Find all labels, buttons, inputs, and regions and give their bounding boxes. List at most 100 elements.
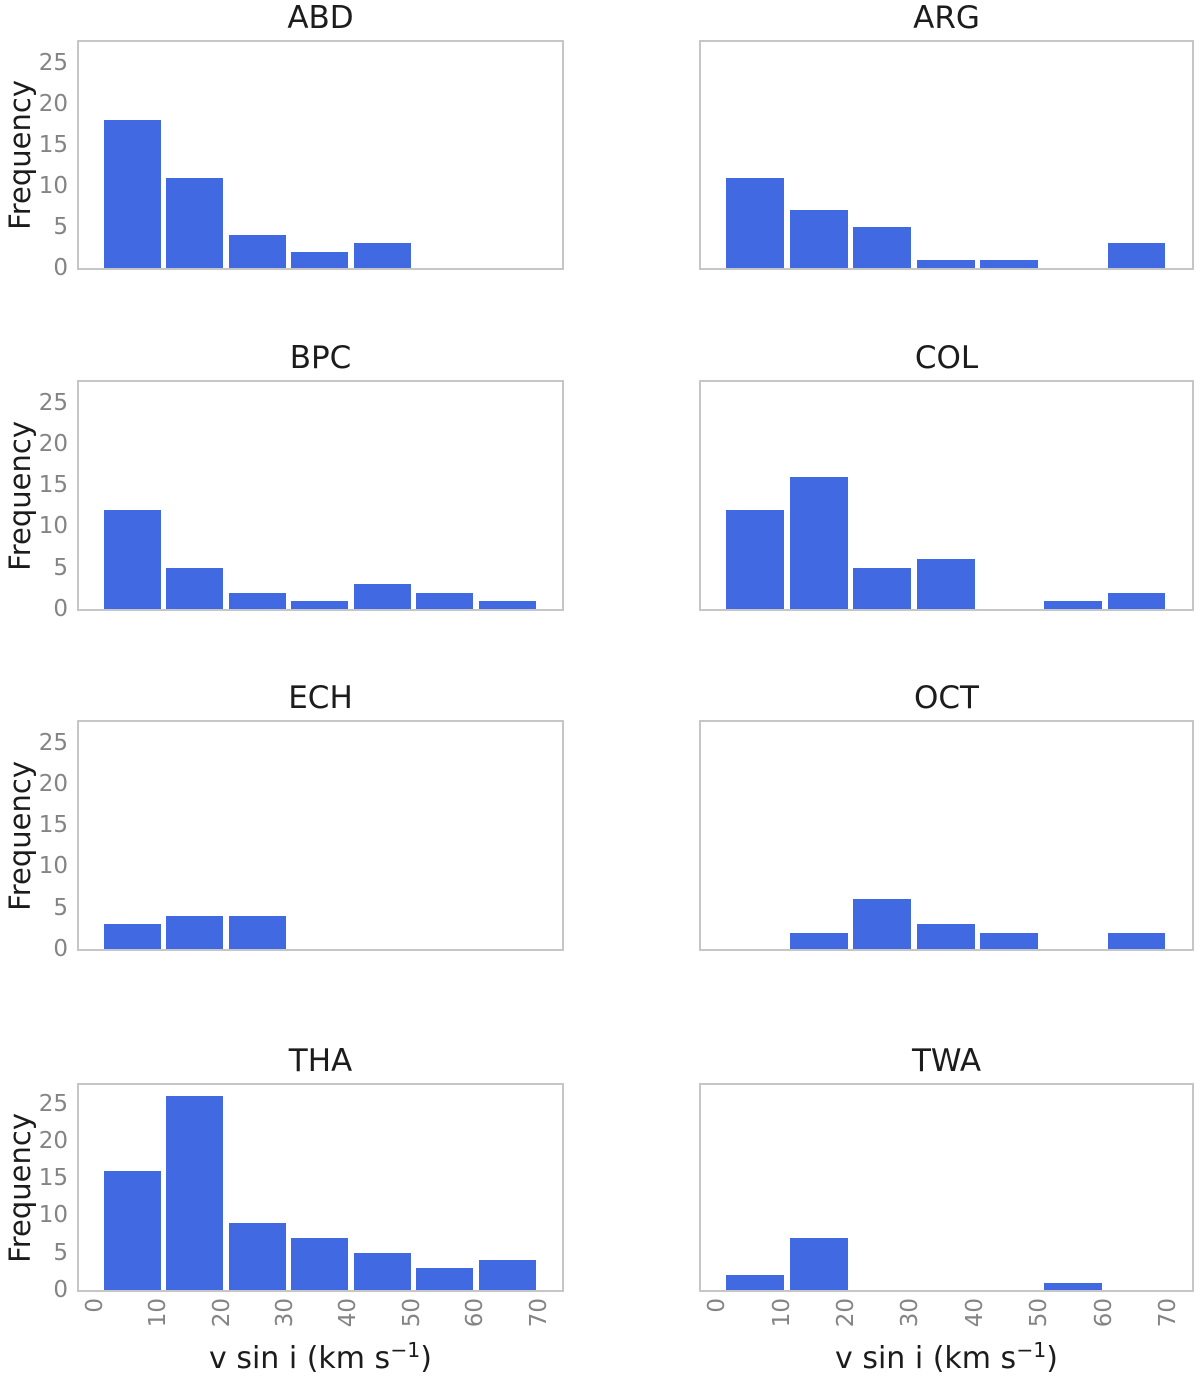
y-tick-label-ech-25: 25 [38, 729, 68, 756]
y-tick-label-ech-5: 5 [53, 894, 68, 921]
y-tick-label-abd-10: 10 [38, 172, 68, 199]
y-axis-label-box-tha: Frequency [2, 1085, 38, 1290]
x-axis-label-end-twa: ) [1046, 1341, 1058, 1376]
x-tick-text-twa-20: 20 [832, 1298, 859, 1328]
x-tick-label-tha-10: 10 [145, 1298, 171, 1331]
y-tick-label-tha-5: 5 [53, 1239, 68, 1266]
panel-title-bpc: BPC [289, 340, 352, 376]
y-tick-label-tha-10: 10 [38, 1202, 68, 1229]
histogram-bar-tha-60-70 [478, 1260, 536, 1290]
histogram-bar-bpc-0-10 [103, 509, 161, 609]
x-axis-label-tha: v sin i (km s−1) [79, 1337, 562, 1378]
panel-title-abd: ABD [287, 0, 354, 36]
histogram-bar-col-60-70 [1107, 592, 1166, 609]
x-tick-label-tha-70: 70 [526, 1298, 552, 1331]
panel-title-col: COL [914, 340, 979, 376]
y-tick-label-bpc-15: 15 [38, 472, 68, 499]
x-axis-label-sup-tha: −1 [390, 1337, 421, 1362]
y-tick-label-ech-15: 15 [38, 812, 68, 839]
x-tick-label-twa-60: 60 [1091, 1298, 1117, 1331]
x-axis-label-twa: v sin i (km s−1) [701, 1338, 1192, 1378]
histogram-bar-col-20-30 [853, 567, 912, 609]
x-axis-label-main-tha: v sin i (km s [209, 1341, 391, 1376]
y-axis-label-box-ech: Frequency [2, 722, 38, 949]
histogram-bar-oct-10-20 [789, 932, 848, 949]
panel-title-tha: THA [288, 1043, 353, 1079]
histogram-bar-col-50-60 [1043, 600, 1102, 609]
y-tick-label-abd-15: 15 [38, 131, 68, 158]
y-tick-label-tha-15: 15 [38, 1165, 68, 1192]
histogram-bar-twa-10-20 [789, 1237, 848, 1290]
histogram-bar-twa-0-10 [726, 1275, 785, 1290]
y-axis-label-ech: Frequency [3, 760, 37, 911]
x-tick-label-tha-40: 40 [335, 1298, 361, 1331]
x-tick-label-tha-60: 60 [462, 1298, 488, 1331]
histogram-bar-twa-50-60 [1043, 1282, 1102, 1290]
x-tick-text-twa-50: 50 [1026, 1298, 1053, 1328]
histogram-bar-col-10-20 [789, 476, 848, 609]
histogram-bar-abd-0-10 [103, 120, 161, 268]
y-axis-label-bpc: Frequency [3, 420, 37, 571]
y-tick-label-ech-10: 10 [38, 853, 68, 880]
x-tick-text-tha-10: 10 [145, 1298, 172, 1328]
x-tick-label-twa-50: 50 [1026, 1298, 1052, 1331]
panel-title-oct: OCT [914, 680, 979, 716]
x-tick-label-tha-50: 50 [399, 1298, 425, 1331]
histogram-bar-arg-40-50 [980, 259, 1039, 268]
histogram-bar-bpc-10-20 [166, 567, 224, 609]
histogram-bar-abd-30-40 [291, 251, 349, 268]
y-tick-label-bpc-20: 20 [38, 430, 68, 457]
histogram-bar-tha-0-10 [103, 1170, 161, 1290]
histogram-bar-col-30-40 [916, 559, 975, 609]
y-tick-label-tha-25: 25 [38, 1090, 68, 1117]
y-tick-label-tha-0: 0 [53, 1277, 68, 1303]
histogram-bar-abd-40-50 [353, 243, 411, 268]
x-tick-label-twa-20: 20 [833, 1298, 859, 1331]
x-tick-label-tha-20: 20 [209, 1298, 235, 1331]
histogram-bar-tha-40-50 [353, 1252, 411, 1290]
histogram-bar-oct-40-50 [980, 932, 1039, 949]
y-tick-label-bpc-25: 25 [38, 389, 68, 416]
histogram-bar-arg-0-10 [726, 177, 785, 268]
histogram-bar-bpc-60-70 [478, 600, 536, 609]
x-tick-text-twa-40: 40 [961, 1298, 988, 1328]
plot-area-twa [699, 1083, 1194, 1292]
y-tick-label-abd-0: 0 [53, 255, 68, 281]
plot-area-col [699, 380, 1194, 611]
histogram-bar-oct-20-30 [853, 899, 912, 949]
histogram-bar-arg-30-40 [916, 259, 975, 268]
x-tick-text-tha-30: 30 [272, 1298, 298, 1328]
x-tick-label-twa-70: 70 [1155, 1298, 1181, 1331]
x-axis-label-main-twa: v sin i (km s [835, 1341, 1017, 1376]
x-tick-label-tha-0: 0 [82, 1298, 108, 1317]
y-axis-label-abd: Frequency [3, 80, 37, 230]
histogram-bar-ech-20-30 [228, 915, 286, 949]
x-tick-text-tha-20: 20 [208, 1298, 235, 1328]
plot-area-bpc [77, 380, 564, 611]
histogram-bar-abd-20-30 [228, 235, 286, 268]
x-tick-label-twa-10: 10 [769, 1298, 795, 1331]
x-tick-label-twa-30: 30 [897, 1298, 923, 1331]
x-tick-text-tha-0: 0 [81, 1298, 108, 1313]
x-tick-text-tha-60: 60 [462, 1298, 489, 1328]
histogram-bar-bpc-50-60 [416, 592, 474, 609]
x-tick-text-twa-0: 0 [704, 1298, 731, 1313]
histogram-bar-ech-0-10 [103, 924, 161, 949]
plot-area-tha [77, 1083, 564, 1292]
x-tick-text-twa-70: 70 [1155, 1298, 1182, 1328]
y-tick-label-ech-20: 20 [38, 770, 68, 797]
histogram-bar-tha-50-60 [416, 1267, 474, 1290]
histogram-bar-oct-60-70 [1107, 932, 1166, 949]
histogram-bar-arg-60-70 [1107, 243, 1166, 268]
y-tick-label-abd-25: 25 [38, 49, 68, 76]
y-tick-label-abd-5: 5 [53, 213, 68, 240]
y-tick-label-tha-20: 20 [38, 1127, 68, 1154]
histogram-bar-tha-10-20 [166, 1096, 224, 1290]
y-tick-label-ech-0: 0 [53, 936, 68, 962]
histogram-bar-oct-30-40 [916, 924, 975, 949]
x-tick-text-tha-40: 40 [335, 1298, 362, 1328]
x-tick-label-twa-0: 0 [704, 1298, 730, 1317]
y-tick-label-bpc-0: 0 [53, 596, 68, 622]
x-tick-text-twa-10: 10 [768, 1298, 795, 1328]
y-axis-label-box-abd: Frequency [2, 42, 38, 268]
